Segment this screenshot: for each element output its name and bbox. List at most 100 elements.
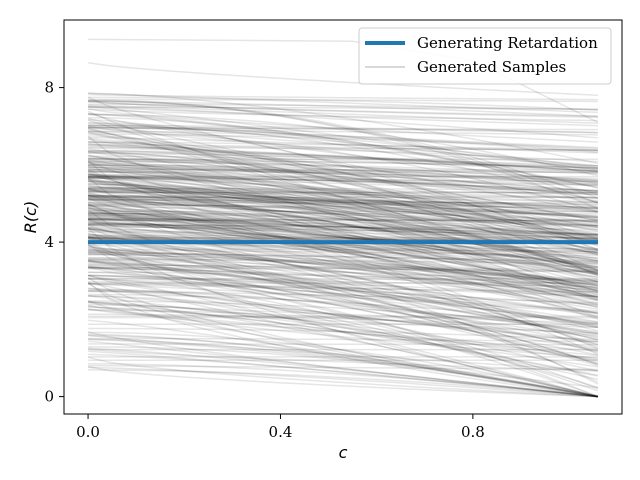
generated-sample-line (87, 247, 599, 350)
generated-sample-line (88, 121, 598, 169)
generated-sample-line (88, 189, 598, 199)
generated-sample-line (87, 236, 598, 325)
generated-sample-line (88, 249, 598, 257)
generated-sample-line (87, 275, 599, 398)
generated-sample-line (88, 190, 599, 238)
generated-sample-line (88, 245, 599, 317)
generated-sample-line (88, 302, 599, 368)
generated-sample-line (88, 209, 598, 237)
generated-sample-line (88, 222, 599, 279)
generated-sample-line (87, 274, 598, 343)
generated-sample-line (88, 274, 598, 288)
generated-sample-line (88, 157, 598, 181)
generated-sample-line (88, 190, 598, 213)
generated-sample-line (88, 195, 598, 219)
generated-sample-line (88, 175, 599, 252)
generated-sample-line (88, 205, 598, 225)
generated-sample-line (88, 251, 598, 286)
generated-sample-line (87, 244, 598, 339)
generated-sample-line (88, 305, 598, 335)
generated-sample-line (87, 264, 598, 333)
generated-sample-line (88, 223, 598, 231)
generated-sample-line (88, 150, 599, 222)
generated-sample-line (88, 124, 598, 151)
generated-sample-line (88, 176, 598, 194)
generated-sample-line (87, 331, 598, 398)
generated-sample-line (88, 212, 598, 239)
generated-sample-line (88, 327, 598, 341)
generated-sample-line (88, 106, 599, 172)
generated-sample-line (88, 179, 599, 301)
generated-samples-layer (87, 38, 599, 398)
generated-sample-line (88, 337, 598, 343)
generated-sample-line (87, 127, 599, 271)
generated-sample-line (88, 290, 599, 390)
generated-sample-line (88, 141, 599, 247)
generated-sample-line (88, 220, 599, 292)
x-axis-label: c (339, 443, 348, 462)
generated-sample-line (88, 100, 598, 117)
generated-sample-line (88, 308, 598, 357)
generated-sample-line (87, 180, 598, 227)
x-axis-ticks: 0.0 0.4 0.8 (76, 414, 485, 441)
generated-sample-line (88, 192, 599, 275)
generated-sample-line (88, 259, 599, 383)
generated-sample-line (88, 260, 598, 283)
generated-sample-line (88, 126, 598, 134)
generated-sample-line (88, 204, 599, 281)
generated-sample-line (88, 267, 598, 294)
generated-sample-line (88, 266, 599, 323)
generated-sample-line (87, 206, 598, 290)
generated-sample-line (88, 338, 599, 397)
generated-sample-line (88, 92, 598, 114)
generated-sample-line (88, 113, 599, 189)
generated-sample-line (88, 287, 599, 398)
generated-sample-line (88, 124, 598, 134)
generated-sample-line (88, 93, 598, 101)
generated-sample-line (87, 356, 598, 398)
generated-sample-line (88, 319, 599, 398)
generated-sample-line (88, 266, 598, 273)
generated-sample-line (88, 187, 598, 191)
generated-sample-line (88, 295, 599, 351)
generated-sample-line (88, 151, 598, 173)
generated-sample-line (88, 369, 598, 398)
generated-sample-line (88, 235, 599, 304)
generated-sample-line (88, 194, 598, 209)
generated-sample-line (88, 182, 598, 210)
generated-sample-line (88, 194, 598, 223)
generated-sample-line (88, 283, 598, 298)
generated-sample-line (88, 252, 598, 264)
generated-sample-line (88, 198, 599, 292)
generated-sample-line (87, 241, 599, 372)
x-tick-label: 0.4 (269, 423, 293, 441)
generated-sample-line (88, 258, 598, 297)
generated-sample-line (88, 263, 599, 329)
generated-sample-line (88, 253, 599, 298)
generated-sample-line (87, 177, 599, 295)
generated-sample-line (88, 353, 598, 398)
generated-sample-line (88, 185, 599, 302)
generated-sample-line (87, 203, 599, 341)
generated-sample-line (88, 99, 599, 199)
generated-sample-line (88, 251, 598, 301)
generated-sample-line (87, 192, 598, 227)
legend-label-generated-samples: Generated Samples (417, 58, 566, 76)
generated-sample-line (87, 196, 598, 267)
generated-sample-line (87, 236, 599, 363)
generated-sample-line (87, 277, 599, 398)
generated-sample-line (88, 133, 598, 150)
generated-sample-line (87, 209, 599, 336)
generated-sample-line (88, 347, 598, 398)
generated-sample-line (87, 203, 599, 311)
generated-sample-line (87, 197, 599, 290)
y-axis-label: R(c) (21, 201, 40, 233)
generated-sample-line (88, 218, 598, 246)
generated-sample-line (88, 152, 598, 167)
generated-sample-line (88, 287, 599, 381)
generated-sample-line (88, 162, 599, 235)
generated-sample-line (88, 223, 598, 235)
generated-sample-line (88, 169, 599, 256)
generated-sample-line (88, 260, 599, 354)
legend-label-generating-retardation: Generating Retardation (417, 34, 598, 52)
